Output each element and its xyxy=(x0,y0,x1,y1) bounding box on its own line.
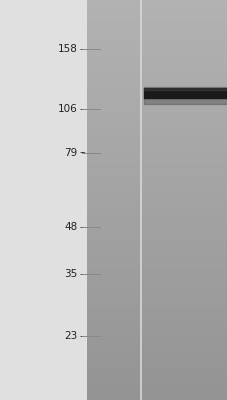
Text: –: – xyxy=(79,331,85,341)
Text: 106: 106 xyxy=(57,104,77,114)
Text: –: – xyxy=(79,148,85,158)
Text: –: – xyxy=(79,44,85,54)
Text: 158: 158 xyxy=(57,44,77,54)
Text: 35: 35 xyxy=(64,269,77,279)
Text: –: – xyxy=(79,269,85,279)
Text: –: – xyxy=(79,222,85,232)
Text: 48: 48 xyxy=(64,222,77,232)
Bar xyxy=(143,88,226,98)
Text: 23: 23 xyxy=(64,331,77,341)
Bar xyxy=(0,0,86,400)
Bar xyxy=(143,98,226,104)
Bar xyxy=(143,87,226,90)
Text: 79: 79 xyxy=(64,148,77,158)
Text: –: – xyxy=(79,104,85,114)
